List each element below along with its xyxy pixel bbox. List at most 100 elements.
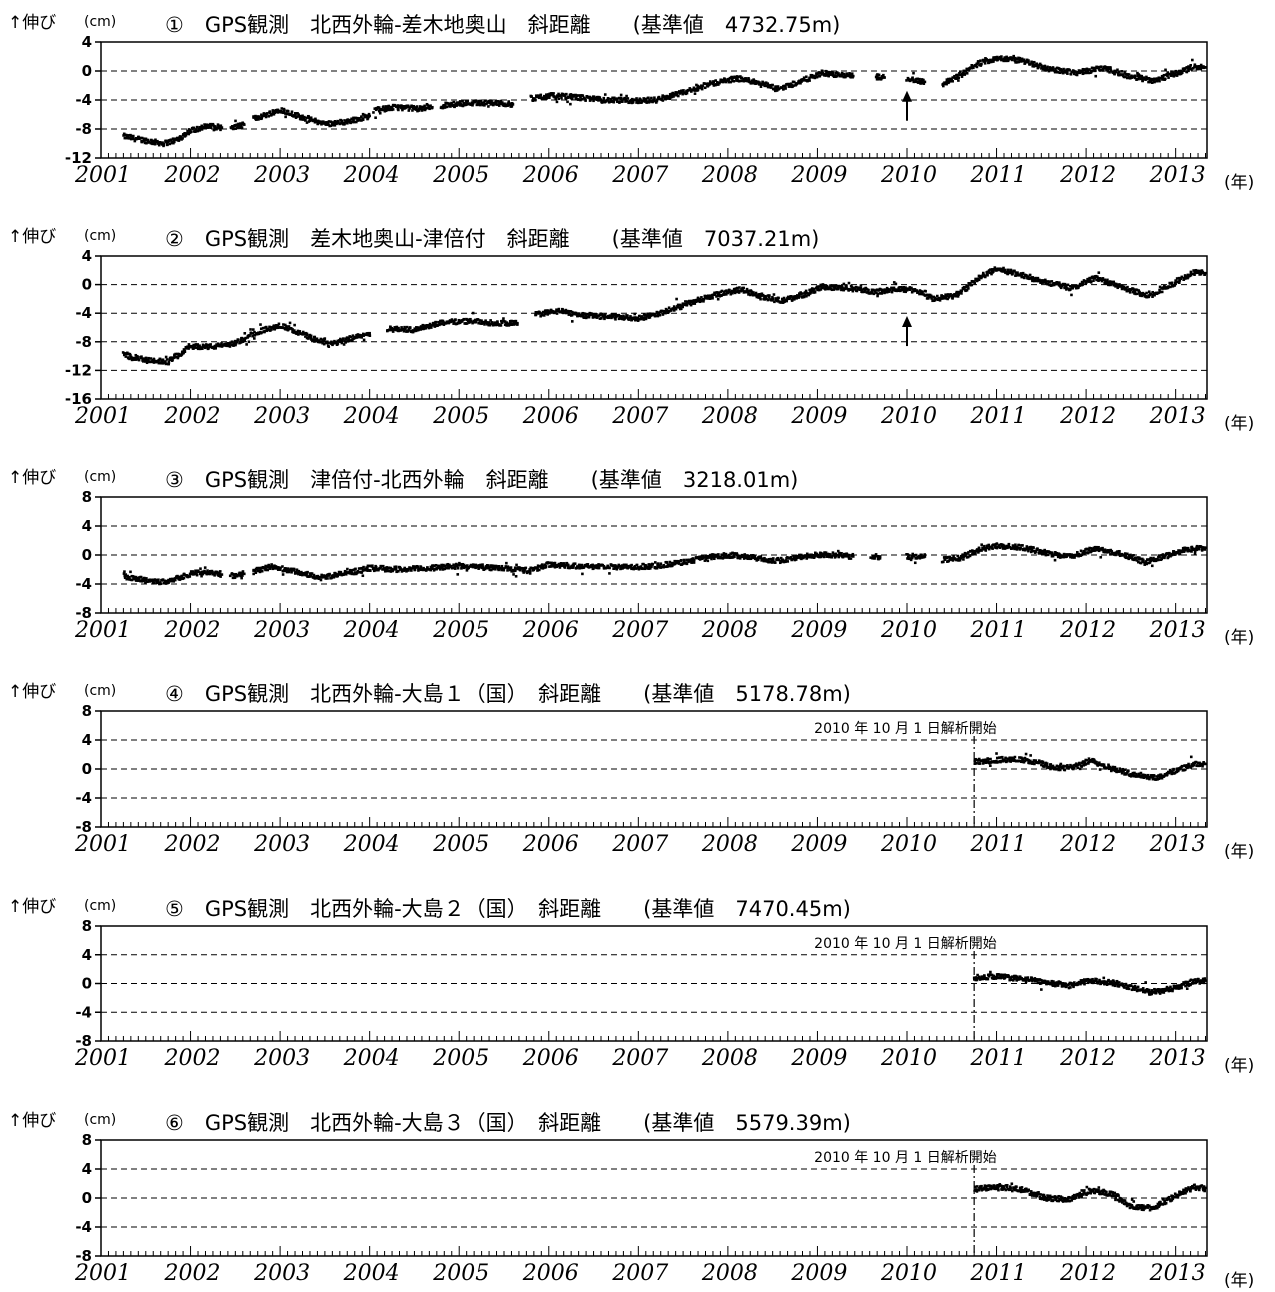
data-point [908, 288, 912, 291]
data-point [594, 566, 597, 569]
data-point [688, 299, 691, 303]
x-tick-label: 2012 [1059, 404, 1116, 429]
data-point [173, 140, 176, 144]
data-point [717, 291, 721, 294]
data-point [142, 358, 146, 362]
data-point [671, 307, 675, 310]
data-point [151, 139, 154, 143]
data-point [1180, 275, 1184, 279]
data-point [297, 569, 301, 573]
data-point [184, 347, 188, 350]
data-point [254, 571, 258, 575]
data-point [437, 564, 440, 568]
data-point [1027, 59, 1030, 62]
data-point [193, 571, 197, 575]
data-point [667, 306, 671, 310]
data-point [156, 580, 159, 584]
data-point [624, 100, 627, 103]
data-point [675, 297, 678, 301]
data-point [264, 568, 267, 572]
data-point [1051, 66, 1055, 69]
data-point [617, 96, 621, 100]
data-point [819, 283, 823, 287]
data-point [690, 300, 694, 304]
data-point [208, 125, 211, 129]
data-point [592, 99, 595, 103]
data-point [1035, 62, 1039, 66]
data-point [667, 95, 671, 98]
data-point [327, 345, 331, 349]
data-point [1069, 285, 1073, 288]
data-point [348, 572, 352, 575]
data-point [389, 328, 393, 332]
data-point [592, 564, 596, 568]
data-point [398, 328, 402, 332]
data-point [708, 82, 712, 86]
data-point [267, 114, 270, 118]
data-point [327, 574, 330, 577]
x-tick-label: 2011 [970, 163, 1027, 188]
data-point [763, 296, 766, 300]
data-point [534, 313, 538, 317]
data-point [320, 573, 323, 577]
data-point [533, 97, 536, 100]
data-point [737, 289, 740, 292]
data-point [500, 567, 504, 571]
data-point [240, 337, 243, 340]
data-point [678, 306, 682, 309]
data-point [492, 103, 495, 107]
data-point [337, 570, 341, 574]
data-point [198, 125, 202, 129]
data-point [572, 564, 576, 567]
data-point [475, 103, 479, 107]
data-point [649, 314, 652, 318]
data-point [388, 328, 391, 332]
data-point [586, 563, 589, 566]
x-tick-label: 2009 [790, 404, 847, 429]
data-point [815, 72, 818, 75]
data-point [1136, 71, 1139, 75]
data-point [560, 564, 563, 568]
data-point [854, 285, 858, 289]
data-point [906, 288, 909, 291]
data-point [723, 77, 726, 80]
data-point [179, 135, 183, 139]
data-point [944, 296, 947, 300]
data-point [576, 94, 580, 97]
data-point [877, 77, 880, 81]
data-point [512, 573, 515, 576]
data-point [1173, 282, 1177, 286]
data-point [155, 360, 159, 363]
data-point [992, 56, 995, 59]
data-point [413, 568, 416, 572]
data-point [1016, 273, 1020, 276]
data-point [401, 108, 404, 112]
data-point [460, 565, 464, 569]
data-point [281, 569, 285, 573]
data-point [133, 577, 137, 581]
data-point [787, 83, 790, 86]
data-point [1114, 69, 1118, 73]
data-point [696, 296, 700, 300]
data-point [545, 95, 549, 98]
data-point [142, 137, 146, 141]
data-point [469, 319, 473, 323]
data-point [1059, 286, 1063, 290]
data-point [591, 563, 594, 567]
data-point [1128, 289, 1131, 293]
data-point [361, 112, 365, 116]
data-point [366, 569, 369, 572]
x-tick-label: 2008 [701, 618, 758, 643]
data-point [243, 332, 247, 335]
data-point [289, 567, 293, 571]
data-point [384, 105, 388, 108]
data-point [218, 343, 222, 346]
chart-title: ③ GPS観測 津倍付-北西外輪 斜距離 (基準値 3218.01m) [165, 468, 798, 492]
data-point [977, 61, 980, 64]
data-point [1066, 72, 1069, 75]
data-point [206, 345, 209, 348]
data-point [429, 565, 433, 569]
data-point [597, 563, 600, 566]
data-point [813, 75, 817, 78]
data-point [755, 295, 759, 299]
